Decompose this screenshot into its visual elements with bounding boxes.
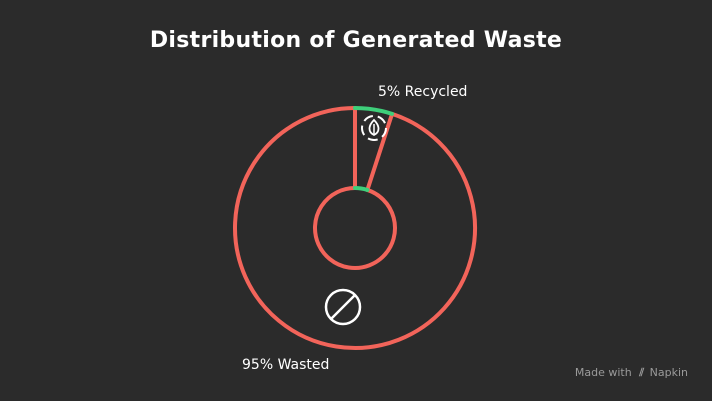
watermark-brand: Napkin [649, 366, 688, 379]
slice-label-wasted: 95% Wasted [242, 357, 330, 373]
watermark: Made with ⫽ Napkin [575, 366, 688, 380]
slices-group [233, 106, 477, 350]
slice-recycled-inner-arc [353, 186, 370, 192]
slice-wasted [233, 106, 477, 350]
chart-title: Distribution of Generated Waste [149, 28, 563, 53]
watermark-prefix: Made with [574, 366, 632, 379]
napkin-logo-icon: ⫽ [639, 366, 645, 379]
recycle-leaf-icon [361, 115, 387, 141]
slice-label-recycled: 5% Recycled [378, 84, 468, 100]
slice-recycled-outer-arc [353, 106, 395, 116]
prohibited-icon [324, 288, 362, 326]
